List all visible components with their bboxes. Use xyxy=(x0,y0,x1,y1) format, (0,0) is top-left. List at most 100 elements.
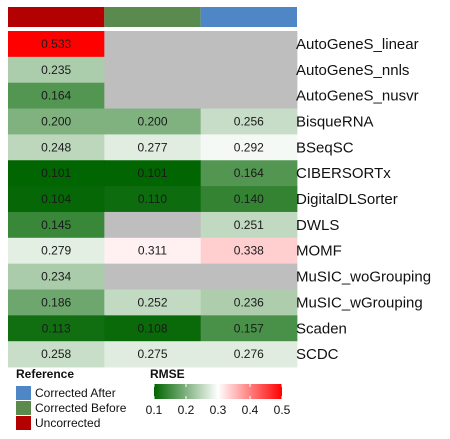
cell-value-label: 0.277 xyxy=(137,140,167,154)
heatmap-cell xyxy=(200,186,298,213)
heatmap-cell xyxy=(104,56,202,84)
heatmap-cell xyxy=(200,108,298,135)
heatmap-cell xyxy=(200,289,298,316)
row-label: BisqueRNA xyxy=(296,113,374,130)
heatmap-cell xyxy=(104,31,202,58)
cell-value-label: 0.236 xyxy=(234,295,264,309)
rmse-colorbar xyxy=(154,384,282,399)
cell-value-label: 0.113 xyxy=(42,321,71,335)
heatmap-cell xyxy=(200,237,298,265)
rmse-legend-title: RMSE xyxy=(150,367,185,381)
heatmap-cell xyxy=(104,211,202,239)
row-labels: AutoGeneS_linear AutoGeneS_nnls AutoGeneS_… xyxy=(296,36,431,363)
cell-value-label: 0.292 xyxy=(234,140,264,154)
cell-value-label: 0.145 xyxy=(41,218,71,232)
cell-value-label: 0.258 xyxy=(41,347,71,361)
heatmap-cell xyxy=(104,108,202,135)
cell-value-label: 0.279 xyxy=(41,244,71,258)
row-label: AutoGeneS_nnls xyxy=(296,62,409,79)
cell-value-label: 0.157 xyxy=(234,321,264,335)
cell-value-label: 0.186 xyxy=(41,295,71,309)
row-label: Scaden xyxy=(296,320,347,337)
cell-value-label: 0.104 xyxy=(41,192,71,206)
cell-value-label: 0.140 xyxy=(234,192,264,206)
heatmap-cell xyxy=(8,56,105,84)
row-label: DWLS xyxy=(296,217,339,234)
heatmap-cell xyxy=(8,160,105,187)
heatmap-cell xyxy=(200,263,298,290)
legend-entry: Corrected After xyxy=(35,386,116,400)
heatmap-cell xyxy=(8,134,105,161)
heatmap-cell xyxy=(8,186,105,213)
cell-value-label: 0.252 xyxy=(137,295,167,309)
cell-value-label: 0.234 xyxy=(41,270,71,284)
heatmap-cell xyxy=(200,211,298,239)
legend-swatch xyxy=(16,401,31,415)
row-label: MOMF xyxy=(296,243,342,260)
cell-value-label: 0.200 xyxy=(41,114,71,128)
row-label: SCDC xyxy=(296,346,339,363)
legend-entry: Corrected Before xyxy=(35,401,127,415)
cell-value-label: 0.251 xyxy=(234,218,264,232)
heatmap-cell xyxy=(8,31,105,58)
legend-swatch xyxy=(16,416,31,430)
heatmap-cell xyxy=(8,237,105,265)
heatmap-cell xyxy=(8,263,105,290)
row-label: AutoGeneS_linear xyxy=(296,36,419,53)
row-label: AutoGeneS_nusvr xyxy=(296,88,419,105)
rmse-legend: RMSE 0.1 0.2 0.3 0.4 0.5 xyxy=(146,367,291,417)
cell-value-label: 0.256 xyxy=(234,114,264,128)
heatmap-cell xyxy=(104,315,202,342)
heatmap-cell xyxy=(104,160,202,187)
colorbar-tick-label: 0.1 xyxy=(146,403,163,417)
cell-value-label: 0.164 xyxy=(41,89,71,103)
heatmap-cell xyxy=(8,211,105,239)
row-label: MuSIC_wGrouping xyxy=(296,294,423,311)
heatmap-cell xyxy=(104,186,202,213)
heatmap-cell xyxy=(200,315,298,342)
cell-value-label: 0.533 xyxy=(41,37,71,51)
legend-swatch xyxy=(16,386,31,400)
reference-legend-title: Reference xyxy=(16,367,74,381)
heatmap-cell xyxy=(104,237,202,265)
column-annotation-bar xyxy=(8,7,297,27)
cell-value-label: 0.101 xyxy=(137,166,167,180)
row-label: CIBERSORTx xyxy=(296,165,391,182)
heatmap-cell xyxy=(200,82,298,109)
cell-value-label: 0.101 xyxy=(41,166,71,180)
heatmap-cell xyxy=(104,263,202,290)
heatmap-cell xyxy=(8,315,105,342)
row-label: DigitalDLSorter xyxy=(296,191,398,208)
heatmap-cell xyxy=(200,341,298,368)
cell-value-label: 0.200 xyxy=(137,114,167,128)
heatmap-cell xyxy=(104,134,202,161)
row-label: MuSIC_woGrouping xyxy=(296,269,431,286)
heatmap-cell xyxy=(200,56,298,84)
colorbar-tick-label: 0.2 xyxy=(178,403,195,417)
cell-value-label: 0.276 xyxy=(234,347,264,361)
heatmap-cell xyxy=(8,108,105,135)
colorbar-tick-label: 0.5 xyxy=(274,403,291,417)
row-label: BSeqSC xyxy=(296,139,354,156)
cell-value-label: 0.338 xyxy=(234,244,264,258)
cell-value-label: 0.275 xyxy=(137,347,167,361)
annotation-uncorrected xyxy=(8,7,105,27)
heatmap-cell xyxy=(200,31,298,58)
heatmap-cell xyxy=(104,82,202,109)
cell-value-label: 0.164 xyxy=(234,166,264,180)
heatmap-cell xyxy=(104,289,202,316)
heatmap-cells: 0.533 0.235 0.164 0.200 0.200 0.256 0.248 0.277… xyxy=(8,31,298,368)
cell-value-label: 0.311 xyxy=(138,244,167,258)
colorbar-tick-label: 0.3 xyxy=(210,403,227,417)
heatmap-cell xyxy=(104,341,202,368)
annotation-corrected-before xyxy=(104,7,201,27)
heatmap-cell xyxy=(8,82,105,109)
heatmap-cell xyxy=(200,134,298,161)
cell-value-label: 0.235 xyxy=(41,63,71,77)
annotation-corrected-after xyxy=(200,7,297,27)
cell-value-label: 0.108 xyxy=(137,321,167,335)
heatmap-cell xyxy=(8,341,105,368)
cell-value-label: 0.248 xyxy=(41,140,71,154)
